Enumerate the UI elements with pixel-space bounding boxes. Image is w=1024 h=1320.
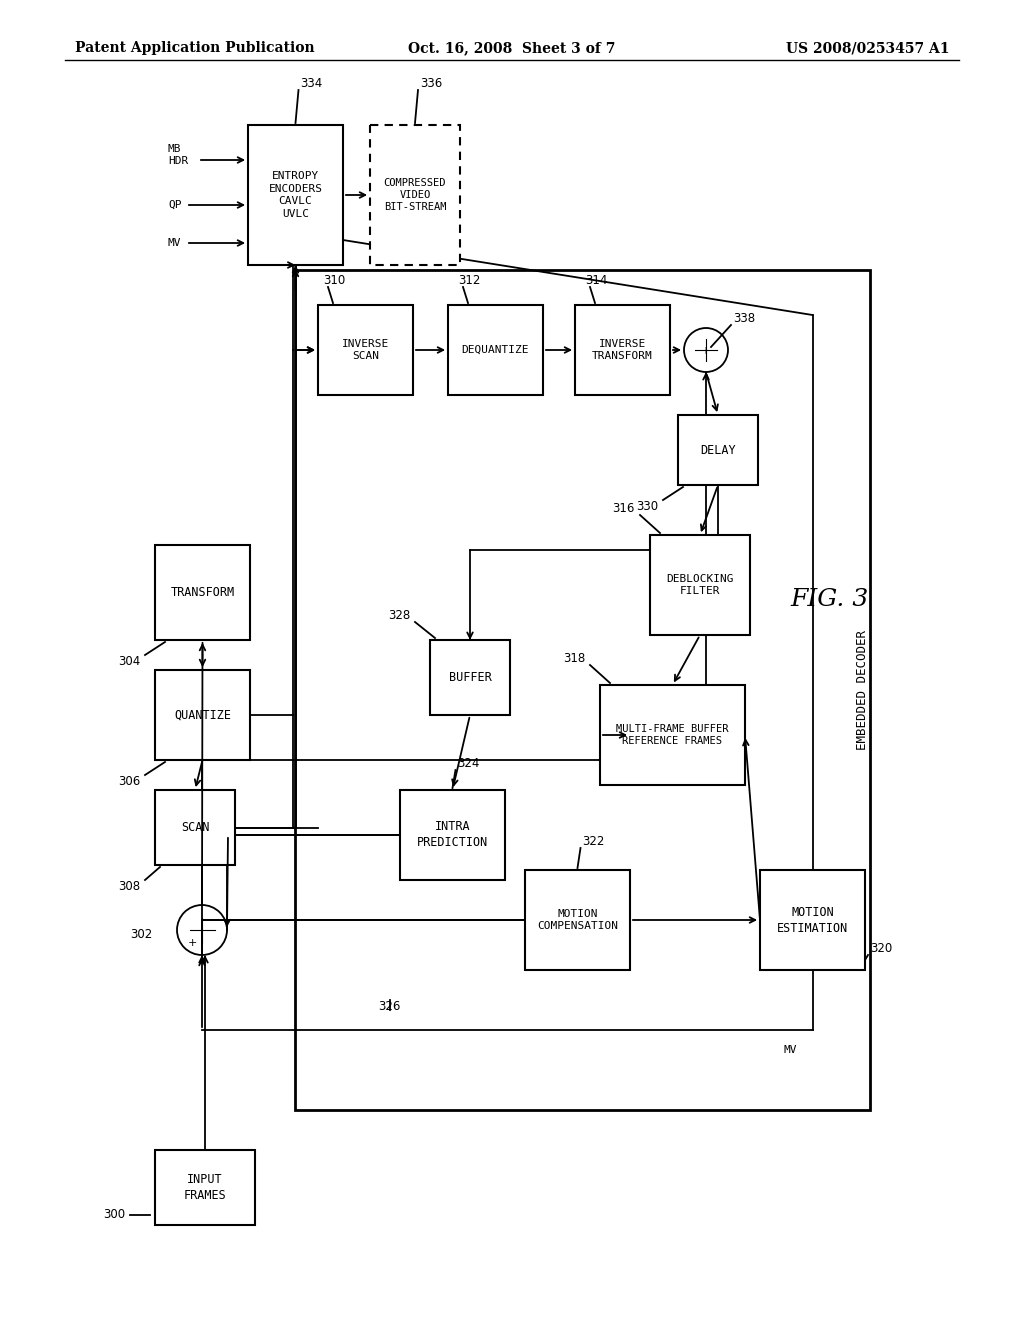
Text: DELAY: DELAY (700, 444, 736, 457)
Bar (760, 870, 865, 970)
Text: 314: 314 (585, 275, 607, 286)
Text: 306: 306 (118, 775, 140, 788)
Text: TRANSFORM: TRANSFORM (170, 586, 234, 599)
Bar (430, 640, 510, 715)
Bar (248, 125, 343, 265)
Text: QUANTIZE: QUANTIZE (174, 709, 231, 722)
Text: BUFFER: BUFFER (449, 671, 492, 684)
Text: 316: 316 (612, 502, 635, 515)
Text: +: + (700, 346, 709, 356)
Bar (155, 545, 250, 640)
Text: 322: 322 (583, 836, 605, 847)
Text: FIG. 3: FIG. 3 (791, 589, 869, 611)
Text: MB
HDR: MB HDR (168, 144, 188, 166)
Text: DEBLOCKING
FILTER: DEBLOCKING FILTER (667, 574, 734, 597)
Bar (678, 414, 758, 484)
Text: +: + (187, 937, 197, 948)
Text: 310: 310 (323, 275, 345, 286)
Bar (449, 305, 543, 395)
Text: INTRA
PREDICTION: INTRA PREDICTION (417, 821, 488, 850)
Bar (400, 789, 505, 880)
Bar (155, 1150, 255, 1225)
Text: MV: MV (168, 238, 181, 248)
Text: EMBEDDED DECODER: EMBEDDED DECODER (855, 630, 868, 750)
Text: MOTION
ESTIMATION: MOTION ESTIMATION (777, 906, 848, 935)
Text: MV: MV (784, 1045, 798, 1055)
Text: Oct. 16, 2008  Sheet 3 of 7: Oct. 16, 2008 Sheet 3 of 7 (409, 41, 615, 55)
Bar (370, 125, 460, 265)
Bar (318, 305, 413, 395)
Text: 302: 302 (130, 928, 152, 941)
Text: US 2008/0253457 A1: US 2008/0253457 A1 (786, 41, 950, 55)
Text: 326: 326 (378, 1001, 400, 1012)
Bar (650, 535, 750, 635)
Bar (525, 870, 630, 970)
Text: 330: 330 (636, 500, 658, 513)
Text: 338: 338 (733, 312, 755, 325)
Bar (600, 685, 745, 785)
Text: 308: 308 (118, 880, 140, 894)
Bar (575, 305, 670, 395)
Text: 324: 324 (458, 756, 480, 770)
Text: COMPRESSED
VIDEO
BIT-STREAM: COMPRESSED VIDEO BIT-STREAM (384, 178, 446, 213)
Text: DEQUANTIZE: DEQUANTIZE (462, 345, 529, 355)
Text: INVERSE
SCAN: INVERSE SCAN (342, 339, 389, 362)
Text: Patent Application Publication: Patent Application Publication (75, 41, 314, 55)
Text: ENTROPY
ENCODERS
CAVLC
UVLC: ENTROPY ENCODERS CAVLC UVLC (268, 172, 323, 219)
Text: 334: 334 (300, 77, 323, 90)
Text: 320: 320 (870, 942, 892, 954)
Text: 336: 336 (420, 77, 442, 90)
Text: SCAN: SCAN (181, 821, 209, 834)
Bar (295, 271, 870, 1110)
Text: MULTI-FRAME BUFFER
REFERENCE FRAMES: MULTI-FRAME BUFFER REFERENCE FRAMES (616, 723, 729, 746)
Text: +: + (197, 927, 205, 936)
Text: 312: 312 (458, 275, 480, 286)
Text: MOTION
COMPENSATION: MOTION COMPENSATION (537, 908, 618, 931)
Bar (155, 789, 234, 865)
Text: INVERSE
TRANSFORM: INVERSE TRANSFORM (592, 339, 653, 362)
Bar (155, 671, 250, 760)
Text: 328: 328 (388, 609, 410, 622)
Text: 318: 318 (563, 652, 585, 665)
Text: 300: 300 (102, 1209, 125, 1221)
Text: INPUT
FRAMES: INPUT FRAMES (183, 1173, 226, 1203)
Text: QP: QP (168, 201, 181, 210)
Text: 304: 304 (118, 655, 140, 668)
